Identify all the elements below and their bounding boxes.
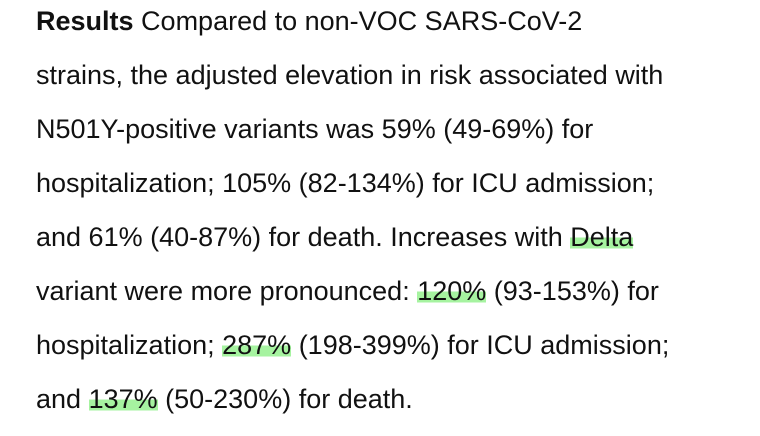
text-segment: and	[36, 384, 89, 414]
text-line-5: and 61% (40-87%) for death. Increases wi…	[36, 221, 634, 253]
highlight-death-value: 137%	[88, 384, 158, 414]
text-line-6: variant were more pronounced: 120% (93-1…	[36, 275, 659, 307]
text-line-7: hospitalization; 287% (198-399%) for ICU…	[36, 329, 669, 361]
results-heading: Results	[36, 6, 134, 36]
text-segment: (198-399%) for ICU admission;	[291, 330, 670, 360]
text-segment: (50-230%) for death.	[157, 384, 413, 414]
text-line-8: and 137% (50-230%) for death.	[36, 383, 413, 415]
text-line-3: N501Y-positive variants was 59% (49-69%)…	[36, 114, 594, 144]
highlight-delta: Delta	[570, 222, 634, 252]
text-line-4: hospitalization; 105% (82-134%) for ICU …	[36, 168, 655, 198]
text-segment: and 61% (40-87%) for death. Increases wi…	[36, 222, 571, 252]
text-line-1: Results Compared to non-VOC SARS-CoV-2	[36, 5, 582, 37]
highlight-icu-value: 287%	[222, 330, 292, 360]
highlight-hospitalization-value: 120%	[417, 276, 487, 306]
text-segment: variant were more pronounced:	[36, 276, 418, 306]
text-line-2: strains, the adjusted elevation in risk …	[36, 60, 664, 90]
text-segment: Compared to non-VOC SARS-CoV-2	[133, 6, 583, 36]
text-segment: hospitalization;	[36, 330, 223, 360]
text-segment: (93-153%) for	[486, 276, 659, 306]
